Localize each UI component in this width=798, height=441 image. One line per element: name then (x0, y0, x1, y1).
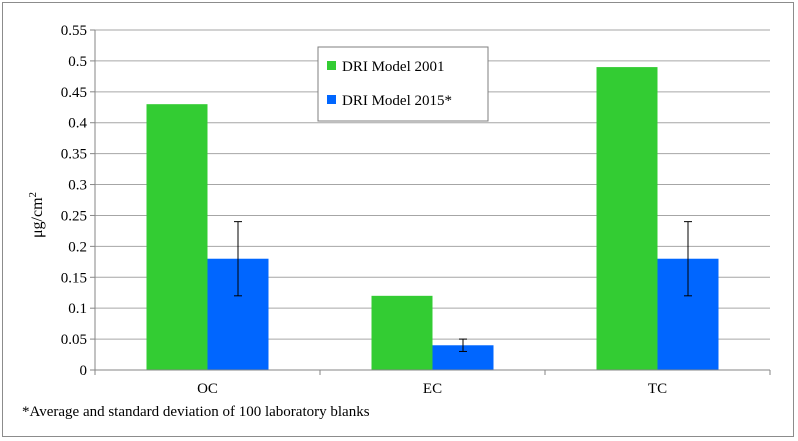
x-tick-label-oc: OC (197, 381, 218, 397)
bar-ec-series1 (371, 295, 433, 370)
bar-oc-series1 (146, 104, 208, 370)
x-tick-labels: OC EC TC (197, 381, 667, 397)
y-tick-label: 0.3 (68, 178, 87, 194)
legend: DRI Model 2001 DRI Model 2015* (317, 46, 489, 122)
bar-tc-series1 (596, 67, 658, 370)
legend-swatch (327, 61, 336, 70)
y-tick-label: 0.45 (61, 85, 87, 101)
legend-label: DRI Model 2015* (342, 93, 452, 109)
y-tick-label: 0.55 (61, 23, 87, 39)
error-bars (234, 221, 692, 352)
y-tick-label: 0.4 (68, 116, 87, 132)
y-tick-label: 0.25 (61, 208, 87, 224)
y-tick-label: 0 (80, 363, 88, 379)
y-tick-label: 0.2 (68, 239, 87, 255)
x-tick-label-tc: TC (648, 381, 667, 397)
y-axis-label: μg/cm2 (27, 192, 46, 238)
y-tick-label: 0.15 (61, 270, 87, 286)
axes (90, 29, 771, 375)
y-tick-label: 0.5 (68, 54, 87, 70)
legend-box (317, 46, 489, 122)
bars (146, 67, 719, 370)
y-tick-label: 0.1 (68, 301, 87, 317)
chart-footnote: *Average and standard deviation of 100 l… (22, 404, 370, 420)
y-tick-labels: 0 0.05 0.1 0.15 0.2 0.25 0.3 0.35 0.4 0.45 0.5 0.55 (61, 23, 88, 379)
legend-swatch (327, 95, 336, 104)
y-tick-label: 0.35 (61, 147, 87, 163)
legend-label: DRI Model 2001 (342, 59, 445, 75)
y-tick-label: 0.05 (61, 332, 87, 348)
x-tick-label-ec: EC (423, 381, 442, 397)
